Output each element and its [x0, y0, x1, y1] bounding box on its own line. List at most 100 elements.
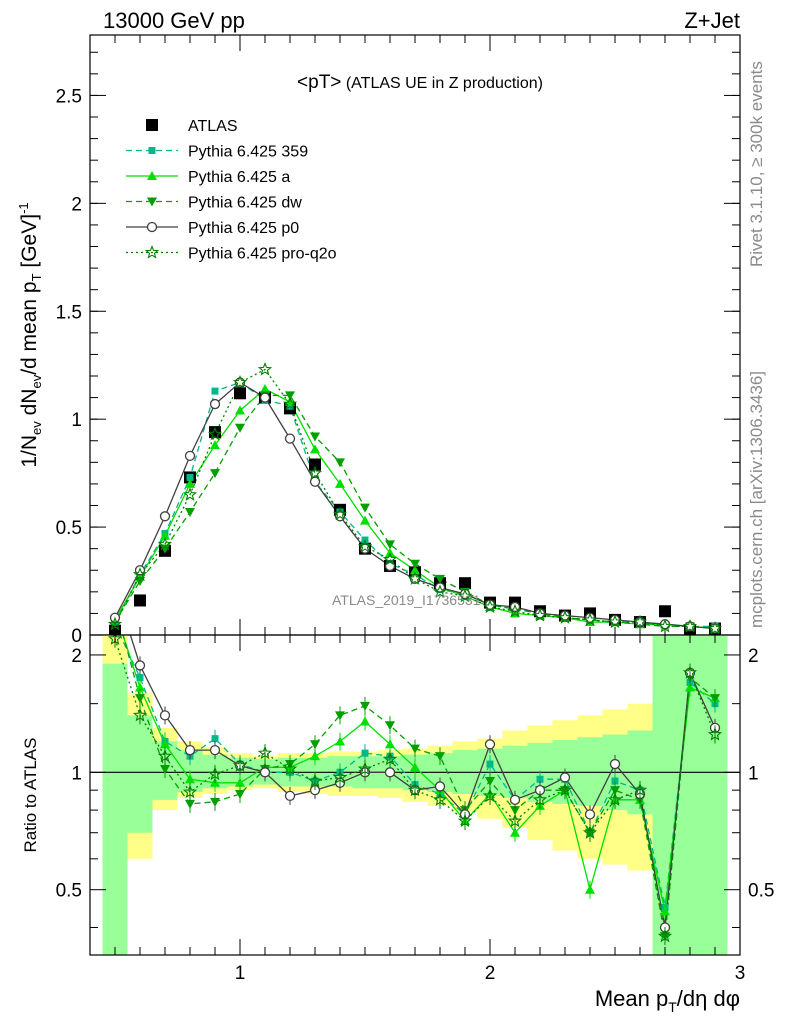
data-point-pythia-6-425-pro-q2o	[457, 588, 473, 603]
ratio-point-pythia-6-425-pro-q2o	[232, 758, 248, 772]
legend-marker-atlas	[146, 119, 158, 131]
ratio-point-pythia-6-425-dw	[210, 797, 220, 807]
main-plot-title: <pT> (ATLAS UE in Z production)	[297, 72, 543, 93]
data-point-atlas	[459, 577, 471, 590]
ratio-point-pythia-6-425-pro-q2o	[457, 813, 473, 828]
analysis-watermark: ATLAS_2019_I1736531	[332, 592, 481, 608]
ratio-point-pythia-6-425-359	[361, 749, 369, 757]
ratio-point-pythia-6-425-pro-q2o	[157, 748, 173, 763]
data-point-pythia-6-425-a	[235, 405, 245, 415]
ratio-point-pythia-6-425-a	[360, 716, 370, 726]
ratio-point-pythia-6-425-dw	[335, 711, 345, 721]
ratio-point-pythia-6-425-pro-q2o	[582, 825, 598, 839]
ratio-point-pythia-6-425-pro-q2o	[507, 813, 523, 828]
legend-marker-pythia-6-425-dw	[147, 197, 157, 207]
ratio-point-pythia-6-425-dw	[610, 786, 620, 796]
ylabel-part-d-sup: -1	[16, 202, 31, 214]
data-point-pythia-6-425-pro-q2o	[707, 620, 723, 635]
legend-label-pythia-6-425-a: Pythia 6.425 a	[188, 169, 290, 186]
legend-label-pythia-6-425-dw: Pythia 6.425 dw	[188, 195, 302, 212]
data-point-pythia-6-425-p0	[309, 476, 321, 487]
main-axis-ticks: 0 0.5 1 1.5 2 2.5	[56, 35, 741, 647]
main-series-lines	[114, 368, 716, 630]
data-point-pythia-6-425-dw	[310, 432, 320, 442]
ratio-point-pythia-6-425-p0	[184, 744, 196, 756]
ratio-point-pythia-6-425-a	[685, 682, 695, 692]
data-point-pythia-6-425-pro-q2o	[557, 610, 573, 624]
ratio-point-pythia-6-425-pro-q2o	[482, 788, 498, 803]
ratio-point-pythia-6-425-359	[136, 674, 144, 682]
ylabel-part-d: [GeV]	[18, 214, 41, 274]
ratio-point-pythia-6-425-dw	[185, 799, 195, 809]
ratio-point-pythia-6-425-a	[510, 827, 520, 837]
series-line-pythia-6-425-pro-q2o	[114, 368, 716, 630]
data-point-pythia-6-425-a	[410, 565, 420, 575]
data-point-pythia-6-425-pro-q2o	[207, 426, 223, 441]
ratio-point-pythia-6-425-dw	[310, 740, 320, 750]
ylabel-part-b-sub: ev	[29, 374, 44, 388]
legend-label-pythia-6-425-pro-q2o: Pythia 6.425 pro-q2o	[188, 246, 337, 263]
ylabel-part-c-sub: T	[29, 273, 44, 281]
ratio-point-pythia-6-425-pro-q2o	[332, 769, 348, 784]
ratio-point-pythia-6-425-p0	[384, 767, 396, 778]
data-point-atlas	[134, 594, 146, 607]
x-tick-label: 3	[735, 963, 746, 984]
mcplots-label: mcplots.cern.ch [arXiv:1306.3436]	[747, 371, 766, 628]
ratio-point-pythia-6-425-a	[410, 762, 420, 772]
ratio-point-pythia-6-425-pro-q2o	[382, 751, 398, 766]
ratio-point-pythia-6-425-359	[211, 735, 219, 743]
ratio-y-tick-label-left: 0.5	[56, 881, 82, 902]
ratio-y-tick-label-right: 0.5	[748, 881, 774, 902]
ratio-point-pythia-6-425-p0	[484, 739, 496, 750]
y-tick-label: 1	[71, 410, 82, 431]
ratio-point-pythia-6-425-dw	[485, 777, 495, 787]
data-point-pythia-6-425-dw	[435, 574, 445, 584]
data-point-pythia-6-425-pro-q2o	[257, 361, 273, 376]
ylabel-part-c: /d mean p	[18, 281, 41, 374]
data-point-pythia-6-425-359	[186, 473, 194, 481]
ratio-point-pythia-6-425-359	[536, 775, 544, 783]
ratio-y-tick-label-left: 1	[71, 763, 82, 784]
data-point-pythia-6-425-a	[185, 478, 195, 488]
y-tick-label: 2	[71, 194, 82, 215]
ratio-series-markers	[107, 635, 723, 946]
main-y-axis-label: 1/Nev dNev/d mean pT [GeV]-1	[16, 202, 44, 467]
data-point-pythia-6-425-pro-q2o	[432, 584, 448, 598]
uncertainty-band-inner	[702, 635, 728, 955]
data-point-pythia-6-425-dw	[410, 559, 420, 569]
ratio-point-pythia-6-425-a	[335, 736, 345, 746]
ylabel-part-b: dN	[18, 389, 41, 422]
data-point-pythia-6-425-a	[260, 383, 270, 393]
uncertainty-band-inner	[577, 737, 603, 806]
ratio-point-pythia-6-425-p0	[584, 809, 596, 820]
ratio-point-pythia-6-425-pro-q2o	[557, 782, 573, 797]
data-point-pythia-6-425-pro-q2o	[482, 599, 498, 614]
y-tick-label: 0.5	[56, 518, 82, 539]
data-point-pythia-6-425-pro-q2o	[307, 465, 323, 480]
ratio-point-pythia-6-425-dw	[360, 701, 370, 711]
ratio-point-pythia-6-425-pro-q2o	[132, 707, 148, 722]
ratio-point-pythia-6-425-a	[135, 682, 145, 692]
ratio-point-pythia-6-425-a	[585, 884, 595, 894]
x-tick-label: 2	[485, 963, 496, 984]
ratio-point-pythia-6-425-dw	[710, 694, 720, 704]
ratio-point-pythia-6-425-dw	[510, 806, 520, 816]
ratio-point-pythia-6-425-p0	[209, 744, 221, 756]
data-point-pythia-6-425-pro-q2o	[532, 608, 548, 622]
data-point-pythia-6-425-pro-q2o	[407, 571, 423, 585]
ratio-point-pythia-6-425-p0	[284, 790, 296, 802]
ratio-point-pythia-6-425-pro-q2o	[657, 928, 673, 943]
ratio-plot-panel: 0.5 0.5 1 1 2 2 1 2 3 Ratio to ATLAS Mean pT/dη …	[21, 634, 774, 1015]
ratio-y-tick-label-left: 2	[71, 646, 82, 667]
data-point-pythia-6-425-a	[285, 396, 295, 406]
ratio-point-pythia-6-425-p0	[434, 781, 446, 792]
ratio-point-pythia-6-425-a	[660, 906, 670, 916]
data-point-pythia-6-425-pro-q2o	[582, 612, 598, 626]
ratio-point-pythia-6-425-pro-q2o	[307, 773, 323, 788]
ratio-point-pythia-6-425-a	[310, 751, 320, 761]
data-point-pythia-6-425-pro-q2o	[132, 567, 148, 581]
data-point-pythia-6-425-dw	[335, 458, 345, 468]
data-point-pythia-6-425-pro-q2o	[282, 396, 298, 411]
uncertainty-band-inner	[102, 663, 128, 955]
ratio-point-pythia-6-425-dw	[385, 721, 395, 731]
